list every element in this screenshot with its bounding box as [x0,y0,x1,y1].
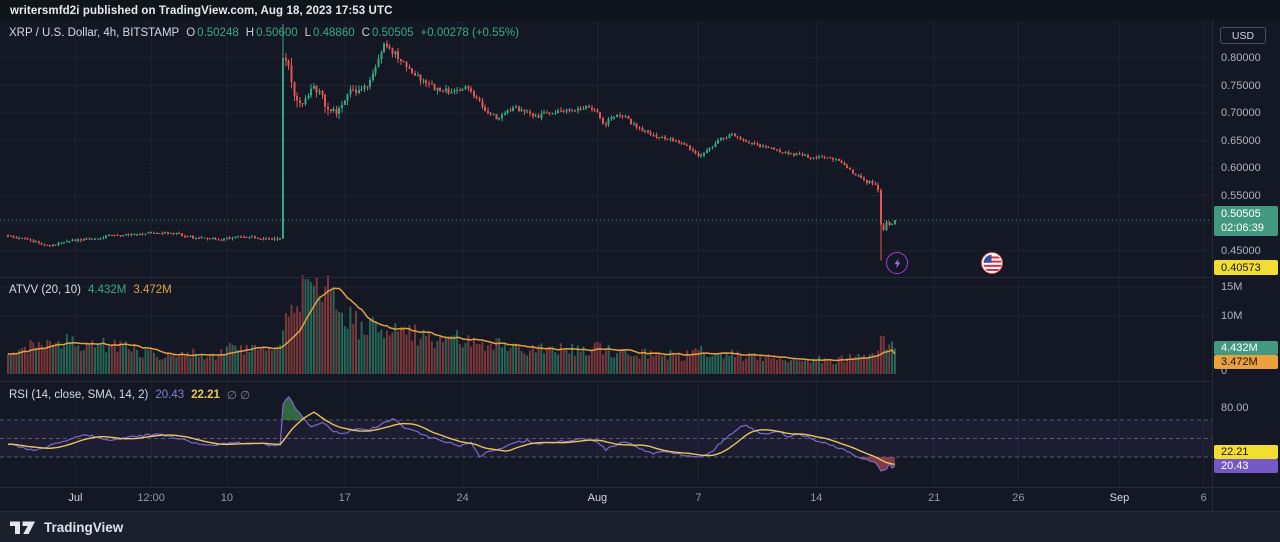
axis-label: 0 [1221,365,1228,377]
time-tick: Aug [587,492,608,504]
pane-divider-volume[interactable] [0,277,1212,278]
axis-label: 0.80000 [1221,52,1261,64]
time-tick: 21 [928,492,941,504]
footer-bar: TradingView [0,511,1280,542]
axis-label: 15M [1221,281,1243,293]
candles [7,23,896,261]
symbol-legend[interactable]: XRP / U.S. Dollar, 4h, BITSTAMP O 0.5024… [9,27,519,39]
brand-name[interactable]: TradingView [44,519,124,535]
volume-badge: 4.432M [1214,341,1278,355]
axis-label: 0.75000 [1221,79,1261,92]
axis-label: 0.55000 [1221,189,1261,202]
time-tick: 17 [338,492,351,504]
current-price-value: 0.50505 [1221,208,1261,220]
open-label: O [186,27,196,39]
rsi-empty-values: ∅ ∅ [226,390,251,402]
axis-label: 0.70000 [1221,107,1261,119]
chart-canvas[interactable] [0,22,1212,487]
rsi-badge: 20.43 [1214,459,1278,473]
axis-label: 0.45000 [1221,244,1261,257]
volume-legend[interactable]: ATVV (20, 10) 4.432M 3.472M [9,284,172,296]
pane-divider-rsi[interactable] [0,381,1212,382]
time-tick: 10 [220,492,234,504]
time-tick: 14 [810,492,823,504]
rsi-sma-badge: 22.21 [1214,445,1278,459]
open-value: 0.50248 [197,27,239,39]
current-price-badge: 0.50505 02:06:39 [1214,206,1278,236]
us-flag-icon [982,253,1002,273]
axis-label: 0.65000 [1221,134,1261,147]
volume-ma-line [7,287,896,362]
time-axis[interactable]: Jul 12:00 10 17 24 Aug 7 14 21 26 Sep 6 [0,487,1212,511]
time-axis-divider [0,487,1280,488]
time-tick: 12:00 [137,492,165,504]
rsi-value: 20.43 [155,389,185,401]
rsi-sma-value: 22.21 [191,389,220,401]
attribution-text: writersmfd2i published on TradingView.co… [10,4,393,17]
currency-button[interactable]: USD [1220,27,1266,44]
change-value: +0.00278 (+0.55%) [420,27,519,39]
time-tick: 24 [456,492,469,504]
bar-countdown: 02:06:39 [1221,222,1264,234]
rsi-sma-line [7,411,895,465]
time-tick: 26 [1012,492,1025,504]
axis-label: 10M [1221,310,1243,322]
time-tick: 6 [1200,492,1207,504]
time-tick: Jul [68,492,83,504]
rsi-legend[interactable]: RSI (14, close, SMA, 14, 2) 20.43 22.21 … [9,388,250,402]
flash-marker[interactable] [886,252,908,274]
axis-label: 0.60000 [1221,162,1261,174]
symbol-title[interactable]: XRP / U.S. Dollar, 4h, BITSTAMP [9,27,180,39]
axis-label: 80.00 [1221,401,1249,414]
volume-ma-badge: 3.472M [1214,355,1278,369]
volume-value: 4.432M [88,284,127,296]
time-tick: 7 [695,492,702,504]
tradingview-logo[interactable]: TradingView [10,518,123,536]
close-value: 0.50505 [371,27,414,39]
lightning-icon [894,258,900,268]
time-tick: Sep [1109,492,1130,504]
low-price-badge: 0.40573 [1214,260,1278,275]
us-flag-marker[interactable] [981,252,1003,274]
rsi-band-lines [0,419,1212,458]
price-scale[interactable]: USD 0.80000 0.75000 0.70000 0.65000 0.60000 0… [1213,22,1280,511]
volume-indicator-title[interactable]: ATVV (20, 10) [9,284,82,296]
tradingview-logo-icon [10,521,35,534]
grid-lines [0,22,1212,487]
close-label: C [361,27,370,39]
low-value: 0.48860 [313,27,355,39]
price-axis-divider [1212,22,1213,511]
low-label: L [304,27,312,39]
high-value: 0.50600 [256,27,298,39]
volume-ma-value: 3.472M [133,284,172,296]
rsi-line [7,395,896,472]
rsi-plot [7,395,896,472]
attribution-bar: writersmfd2i published on TradingView.co… [0,0,1280,22]
rsi-indicator-title[interactable]: RSI (14, close, SMA, 14, 2) [9,389,149,401]
high-label: H [245,27,255,39]
